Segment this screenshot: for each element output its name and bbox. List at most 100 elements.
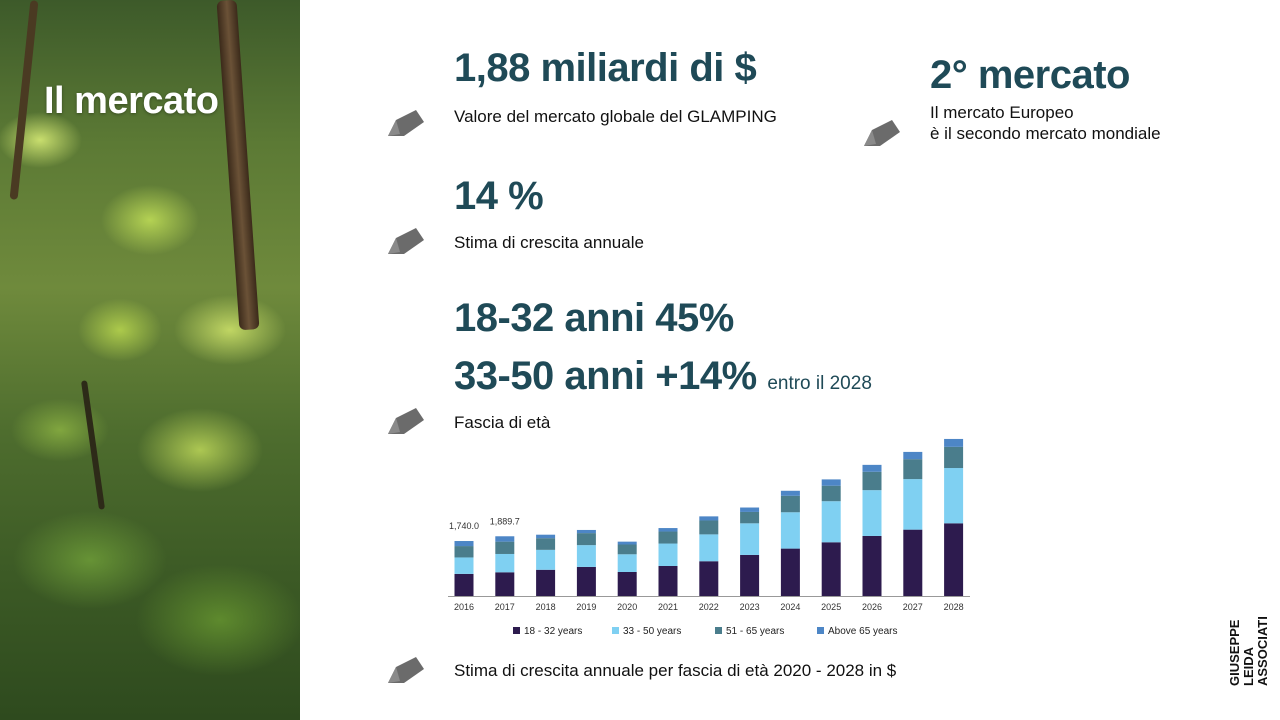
growth-caption: Stima di crescita annuale (454, 233, 644, 252)
bar-segment-2022-series-2 (699, 520, 719, 535)
bar-segment-2027-series-2 (903, 459, 923, 480)
bar-segment-2016-series-1 (454, 557, 474, 574)
bar-segment-2025-series-1 (821, 501, 841, 543)
brand-line2: ASSOCIATI (1255, 616, 1270, 686)
bar-segment-2026-series-0 (862, 535, 882, 596)
bar-segment-2022-series-3 (699, 516, 719, 521)
bar-segment-2021-series-3 (658, 528, 678, 532)
bar-segment-2021-series-0 (658, 565, 678, 596)
x-tick-label-2027: 2027 (903, 602, 923, 612)
tree-trunk (216, 0, 260, 331)
bar-segment-2019-series-1 (576, 545, 596, 567)
slide-title: Il mercato (44, 80, 219, 122)
bar-segment-2028-series-3 (944, 438, 964, 447)
age-growth-chart: 2016 1,740.0 2017 1,889.7 2018 2019 2020 2021 20… (448, 438, 970, 637)
legend-swatch-3 (817, 627, 824, 634)
x-tick-label-2023: 2023 (740, 602, 760, 612)
x-tick-label-2026: 2026 (862, 602, 882, 612)
market-rank-headline: 2° mercato (930, 53, 1130, 97)
bar-segment-2022-series-1 (699, 534, 719, 562)
bar-segment-2018-series-0 (536, 569, 556, 596)
legend-swatch-0 (513, 627, 520, 634)
age-caption: Fascia di età (454, 413, 551, 432)
age-headline-line2: 33-50 anni +14% entro il 2028 (454, 356, 872, 396)
brand-line1: GIUSEPPE LEIDA (1227, 619, 1256, 686)
bar-segment-2019-series-3 (576, 529, 596, 534)
bar-segment-2025-series-0 (821, 542, 841, 596)
x-tick-label-2021: 2021 (658, 602, 678, 612)
bar-segment-2017-series-2 (495, 541, 515, 554)
x-tick-label-2020: 2020 (617, 602, 637, 612)
age-headline-line2-text: 33-50 anni +14% (454, 354, 757, 398)
bar-segment-2020-series-0 (617, 571, 637, 596)
bar-segment-2016-series-2 (454, 546, 474, 558)
pencil-icon (388, 228, 424, 254)
data-label-2016: 1,740.0 (449, 521, 479, 531)
age-headline-note: entro il 2028 (767, 373, 872, 394)
bar-segment-2028-series-0 (944, 523, 964, 596)
bar-segment-2027-series-1 (903, 479, 923, 530)
bar-segment-2020-series-1 (617, 554, 637, 572)
legend-label-3: Above 65 years (828, 626, 898, 637)
brand-logo-text: GIUSEPPE LEIDA ASSOCIATI (1227, 616, 1270, 686)
bar-segment-2023-series-2 (740, 511, 760, 524)
tree-trunk (80, 380, 106, 510)
bar-segment-2027-series-0 (903, 529, 923, 596)
bar-segment-2026-series-1 (862, 490, 882, 536)
bar-segment-2026-series-3 (862, 464, 882, 472)
x-tick-label-2017: 2017 (495, 602, 515, 612)
bar-segment-2016-series-3 (454, 541, 474, 547)
bar-segment-2016-series-0 (454, 573, 474, 596)
bar-segment-2018-series-3 (536, 534, 556, 539)
bar-segment-2024-series-1 (780, 512, 800, 549)
bar-segment-2024-series-0 (780, 548, 800, 596)
legend-label-1: 33 - 50 years (623, 626, 681, 637)
pencil-icon (388, 657, 424, 683)
x-tick-label-2016: 2016 (454, 602, 474, 612)
bar-segment-2021-series-1 (658, 543, 678, 566)
bar-segment-2027-series-3 (903, 451, 923, 460)
age-headline-line1: 18-32 anni 45% (454, 296, 734, 340)
market-rank-caption: Il mercato Europeo è il secondo mercato … (930, 102, 1161, 144)
market-value-caption: Valore del mercato globale del GLAMPING (454, 107, 777, 126)
x-tick-label-2025: 2025 (821, 602, 841, 612)
bar-segment-2020-series-3 (617, 541, 637, 545)
bar-segment-2021-series-2 (658, 531, 678, 544)
chart-caption: Stima di crescita annuale per fascia di … (454, 661, 897, 680)
market-value-headline: 1,88 miliardi di $ (454, 46, 757, 90)
bar-segment-2028-series-1 (944, 468, 964, 524)
legend-label-0: 18 - 32 years (524, 626, 582, 637)
market-rank-caption-line2: è il secondo mercato mondiale (930, 124, 1161, 143)
bar-segment-2020-series-2 (617, 544, 637, 555)
growth-headline: 14 % (454, 174, 544, 218)
bar-segment-2026-series-2 (862, 471, 882, 491)
bar-segment-2022-series-0 (699, 561, 719, 596)
pencil-icon (388, 110, 424, 136)
bar-segment-2018-series-2 (536, 538, 556, 550)
legend-label-2: 51 - 65 years (726, 626, 784, 637)
x-tick-label-2019: 2019 (576, 602, 596, 612)
bar-segment-2017-series-3 (495, 536, 515, 542)
bar-segment-2024-series-2 (780, 495, 800, 513)
legend-swatch-1 (612, 627, 619, 634)
pencil-icon (388, 408, 424, 434)
tree-trunk (9, 0, 39, 200)
market-rank-caption-line1: Il mercato Europeo (930, 103, 1074, 122)
pencil-icon (864, 120, 900, 146)
bar-segment-2017-series-0 (495, 572, 515, 596)
bar-segment-2017-series-1 (495, 553, 515, 573)
bar-segment-2025-series-2 (821, 485, 841, 502)
x-tick-label-2022: 2022 (699, 602, 719, 612)
x-tick-label-2024: 2024 (780, 602, 800, 612)
bar-segment-2019-series-2 (576, 533, 596, 546)
bar-segment-2028-series-2 (944, 446, 964, 469)
bar-segment-2023-series-1 (740, 523, 760, 555)
legend-swatch-2 (715, 627, 722, 634)
bar-segment-2018-series-1 (536, 549, 556, 570)
forest-photo: Il mercato (0, 0, 300, 720)
bar-segment-2023-series-0 (740, 554, 760, 596)
bar-segment-2019-series-0 (576, 566, 596, 596)
bar-segment-2024-series-3 (780, 490, 800, 496)
bar-segment-2025-series-3 (821, 479, 841, 486)
x-tick-label-2028: 2028 (944, 602, 964, 612)
